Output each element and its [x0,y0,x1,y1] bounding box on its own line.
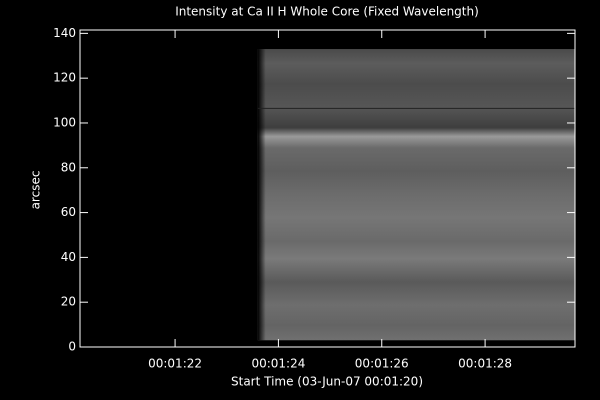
x-tick-label: 00:01:22 [148,357,202,371]
y-tick-label: 40 [61,250,76,264]
image-edge [257,49,575,341]
y-tick-label: 20 [61,295,76,309]
y-tick-label: 80 [61,160,76,174]
y-tick-label: 0 [68,340,76,354]
x-tick-label: 00:01:26 [355,357,409,371]
x-tick-label: 00:01:24 [251,357,305,371]
y-tick-label: 140 [53,26,76,40]
y-tick-label: 60 [61,205,76,219]
chart-title: Intensity at Ca II H Whole Core (Fixed W… [175,5,479,19]
x-axis-label: Start Time (03-Jun-07 00:01:20) [231,375,423,389]
y-tick-label: 100 [53,115,76,129]
x-tick-label: 00:01:28 [458,357,512,371]
y-axis-label: arcsec [29,171,43,210]
y-tick-label: 120 [53,71,76,85]
plot-frame [79,29,576,348]
